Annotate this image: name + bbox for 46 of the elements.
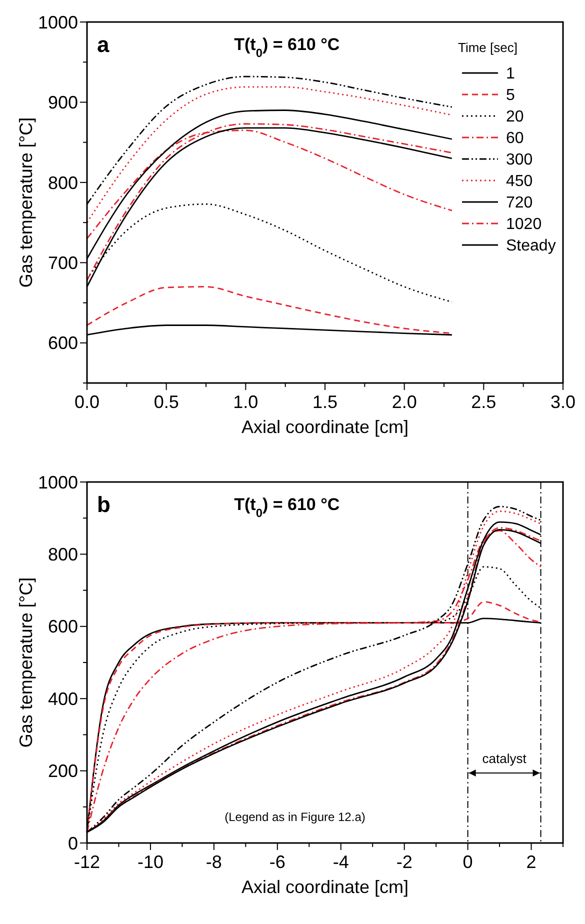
x-tick-label: -2 xyxy=(396,852,412,872)
y-tick-label: 600 xyxy=(48,616,78,637)
y-tick-label: 700 xyxy=(48,252,78,273)
x-tick-label: 0.5 xyxy=(154,392,179,412)
text: T(t$_{0}$) = 610 °C xyxy=(234,35,340,60)
annotation: b xyxy=(97,492,110,517)
x-tick-label: 1.0 xyxy=(233,392,258,412)
y-axis-title: Gas temperature [°C] xyxy=(16,577,36,748)
x-axis-title: Axial coordinate [cm] xyxy=(241,417,409,437)
legend-label: 1020 xyxy=(506,216,542,234)
x-tick-label: -6 xyxy=(269,852,286,872)
y-axis-title: Gas temperature [°C] xyxy=(16,117,36,288)
legend-label: 1 xyxy=(506,66,515,83)
x-tick-label: -4 xyxy=(332,852,349,872)
legend-label: Steady xyxy=(506,238,556,255)
legend-label: 450 xyxy=(506,173,533,190)
legend-title: Time [sec] xyxy=(458,40,518,55)
x-tick-label: 0.0 xyxy=(74,392,100,412)
x-tick-label: 2.0 xyxy=(392,392,417,412)
y-tick-label: 1000 xyxy=(38,12,78,32)
y-tick-label: 1000 xyxy=(38,472,78,492)
x-tick-label: -12 xyxy=(74,852,100,872)
text: T(t$_{0}$) = 610 °C xyxy=(234,495,340,520)
legend-label: 20 xyxy=(506,108,524,126)
x-tick-label: 3.0 xyxy=(550,392,576,412)
legend-label: 300 xyxy=(506,152,533,169)
x-tick-label: -8 xyxy=(206,852,222,872)
y-tick-label: 800 xyxy=(48,172,78,193)
y-tick-label: 900 xyxy=(48,92,78,113)
annotation: catalyst xyxy=(482,751,527,766)
x-tick-label: 0 xyxy=(462,852,473,872)
legend-label: 720 xyxy=(506,194,533,212)
x-tick-label: 1.5 xyxy=(312,392,338,412)
x-axis-title: Axial coordinate [cm] xyxy=(241,877,409,897)
x-tick-label: -10 xyxy=(137,852,164,872)
y-tick-label: 0 xyxy=(68,833,78,854)
legend-label: 5 xyxy=(506,87,515,104)
annotation: (Legend as in Figure 12.a) xyxy=(224,810,366,824)
y-tick-label: 600 xyxy=(48,333,78,354)
annotation: a xyxy=(97,32,110,57)
x-tick-label: 2 xyxy=(526,852,536,872)
x-tick-label: 2.5 xyxy=(471,392,496,412)
y-tick-label: 200 xyxy=(48,761,78,782)
legend-label: 60 xyxy=(506,130,524,148)
y-tick-label: 400 xyxy=(48,688,78,709)
y-tick-label: 800 xyxy=(48,544,78,564)
